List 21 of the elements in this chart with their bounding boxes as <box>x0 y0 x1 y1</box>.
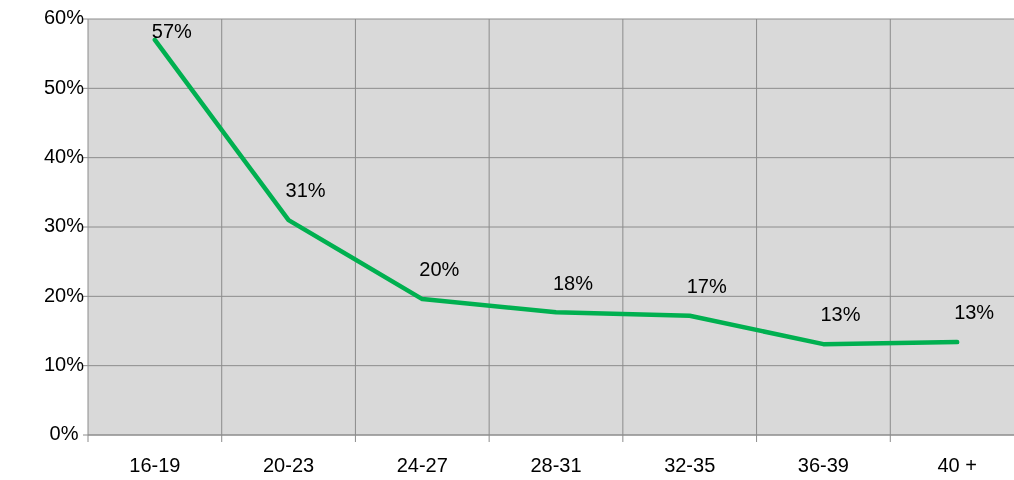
y-tick-label: 40% <box>43 144 85 167</box>
data-label: 20% <box>419 258 460 281</box>
x-tick-label: 20-23 <box>262 454 315 477</box>
data-label: 13% <box>954 301 995 324</box>
x-tick-label: 16-19 <box>129 454 181 477</box>
data-label: 57% <box>151 20 193 43</box>
x-tick-label: 32-35 <box>664 454 716 477</box>
y-tick-label: 20% <box>43 283 85 306</box>
x-tick-label: 36-39 <box>797 454 850 477</box>
data-label: 13% <box>820 303 861 326</box>
x-tick-label: 24-27 <box>396 454 448 477</box>
x-tick-label: 40 + <box>937 454 977 477</box>
data-label: 31% <box>285 179 326 202</box>
y-tick-label: 60% <box>43 6 85 29</box>
data-label: 17% <box>686 275 727 298</box>
data-label: 18% <box>552 271 594 294</box>
x-tick-label: 28-31 <box>530 454 582 477</box>
y-tick-label: 50% <box>43 75 85 98</box>
y-tick-label: 10% <box>43 352 85 375</box>
y-tick-label: 30% <box>43 214 85 237</box>
y-tick-label: 0% <box>49 422 79 445</box>
